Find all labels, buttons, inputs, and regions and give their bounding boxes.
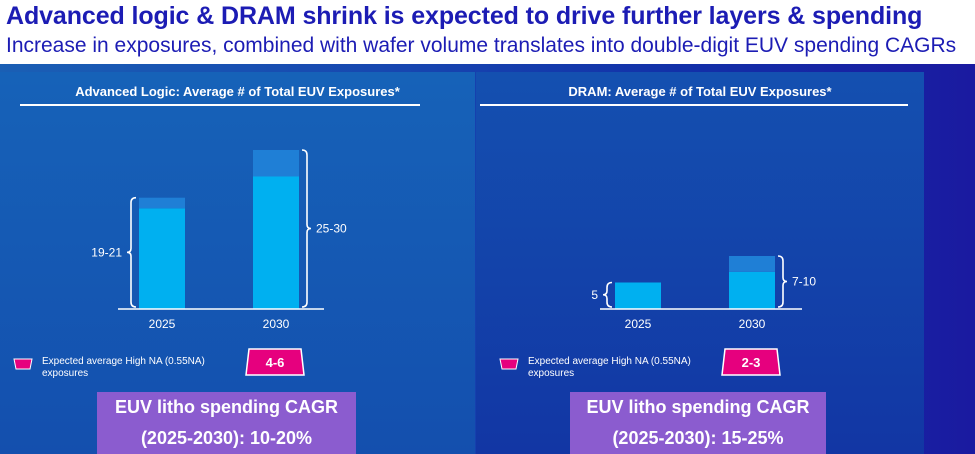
dram-chart: 2025 5 2030 7-10: [591, 255, 816, 331]
cagr-box: EUV litho spending CAGR (2025-2030): 10-…: [97, 392, 356, 454]
high-na-badge-value: 4-6: [265, 354, 285, 370]
dram-panel-title: DRAM: Average # of Total EUV Exposures*: [568, 84, 832, 99]
x-tick-label: 2030: [263, 317, 290, 331]
logic-panel: Advanced Logic: Average # of Total EUV E…: [0, 72, 475, 454]
range-bracket: [777, 255, 788, 308]
high-na-legend-icon: [13, 358, 33, 370]
cagr-line-1: EUV litho spending CAGR: [586, 397, 810, 417]
bar-base-2030: [729, 271, 775, 309]
high-na-badge: 2-3: [721, 348, 781, 376]
dram-panel-rule: [480, 104, 908, 106]
range-bracket: [301, 149, 312, 308]
bar-base-2025: [139, 208, 185, 309]
logic-chart: 2025 19-21 2030 25-30: [91, 149, 347, 331]
logic-panel-title: Advanced Logic: Average # of Total EUV E…: [75, 84, 400, 99]
x-tick-label: 2025: [625, 317, 652, 331]
page-subtitle: Increase in exposures, combined with waf…: [6, 34, 957, 57]
high-na-legend-label: Expected average High NA (0.55NA) exposu…: [42, 356, 205, 379]
bar-range-2025: [139, 197, 185, 209]
dram-panel: DRAM: Average # of Total EUV Exposures* …: [476, 72, 924, 454]
bar-base-2030: [253, 176, 299, 309]
high-na-legend-label: Expected average High NA (0.55NA) exposu…: [528, 356, 691, 379]
cagr-box: EUV litho spending CAGR (2025-2030): 15-…: [570, 392, 826, 454]
x-tick-label: 2025: [149, 317, 176, 331]
range-label: 7-10: [792, 275, 816, 289]
range-bracket: [126, 196, 137, 308]
x-tick-label: 2030: [739, 317, 766, 331]
high-na-badge: 4-6: [245, 348, 305, 376]
range-label: 25-30: [316, 222, 347, 236]
cagr-line-1: EUV litho spending CAGR: [115, 397, 338, 417]
bar-range-2030: [729, 256, 775, 272]
range-label: 5: [591, 288, 598, 302]
bar-range-2030: [253, 150, 299, 177]
high-na-badge-value: 2-3: [741, 354, 761, 370]
cagr-line-2: (2025-2030): 10-20%: [140, 428, 313, 448]
range-label: 19-21: [91, 245, 122, 259]
logic-panel-rule: [20, 104, 420, 106]
page-title: Advanced logic & DRAM shrink is expected…: [6, 2, 923, 30]
cagr-line-2: (2025-2030): 15-25%: [612, 428, 784, 448]
bar-base-2025: [615, 282, 661, 309]
high-na-legend-icon: [499, 358, 519, 370]
range-bracket: [602, 281, 613, 308]
